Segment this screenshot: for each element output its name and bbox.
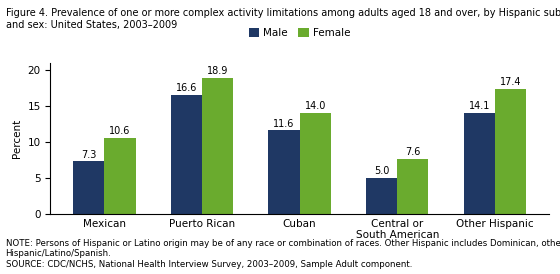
Text: 14.1: 14.1 [469,101,490,111]
Text: 14.0: 14.0 [305,101,326,112]
Bar [300,113,331,214]
Y-axis label: Percent: Percent [12,119,22,158]
Bar [366,178,397,214]
Bar [73,161,104,214]
Bar [104,138,136,214]
Bar [171,95,202,214]
Bar [397,159,428,214]
Bar [202,78,233,214]
Bar [464,113,495,214]
Text: 17.4: 17.4 [500,77,521,87]
Text: 5.0: 5.0 [374,166,389,176]
Text: 18.9: 18.9 [207,66,228,76]
Text: NOTE: Persons of Hispanic or Latino origin may be of any race or combination of : NOTE: Persons of Hispanic or Latino orig… [6,239,560,269]
Text: 7.3: 7.3 [81,150,96,159]
Text: 10.6: 10.6 [109,126,130,136]
Text: Figure 4. Prevalence of one or more complex activity limitations among adults ag: Figure 4. Prevalence of one or more comp… [6,8,560,30]
Bar [495,89,526,214]
Text: 16.6: 16.6 [176,83,197,93]
Bar [268,130,300,214]
Legend: Male, Female: Male, Female [246,26,353,40]
Text: 11.6: 11.6 [273,119,295,129]
Text: 7.6: 7.6 [405,147,421,157]
